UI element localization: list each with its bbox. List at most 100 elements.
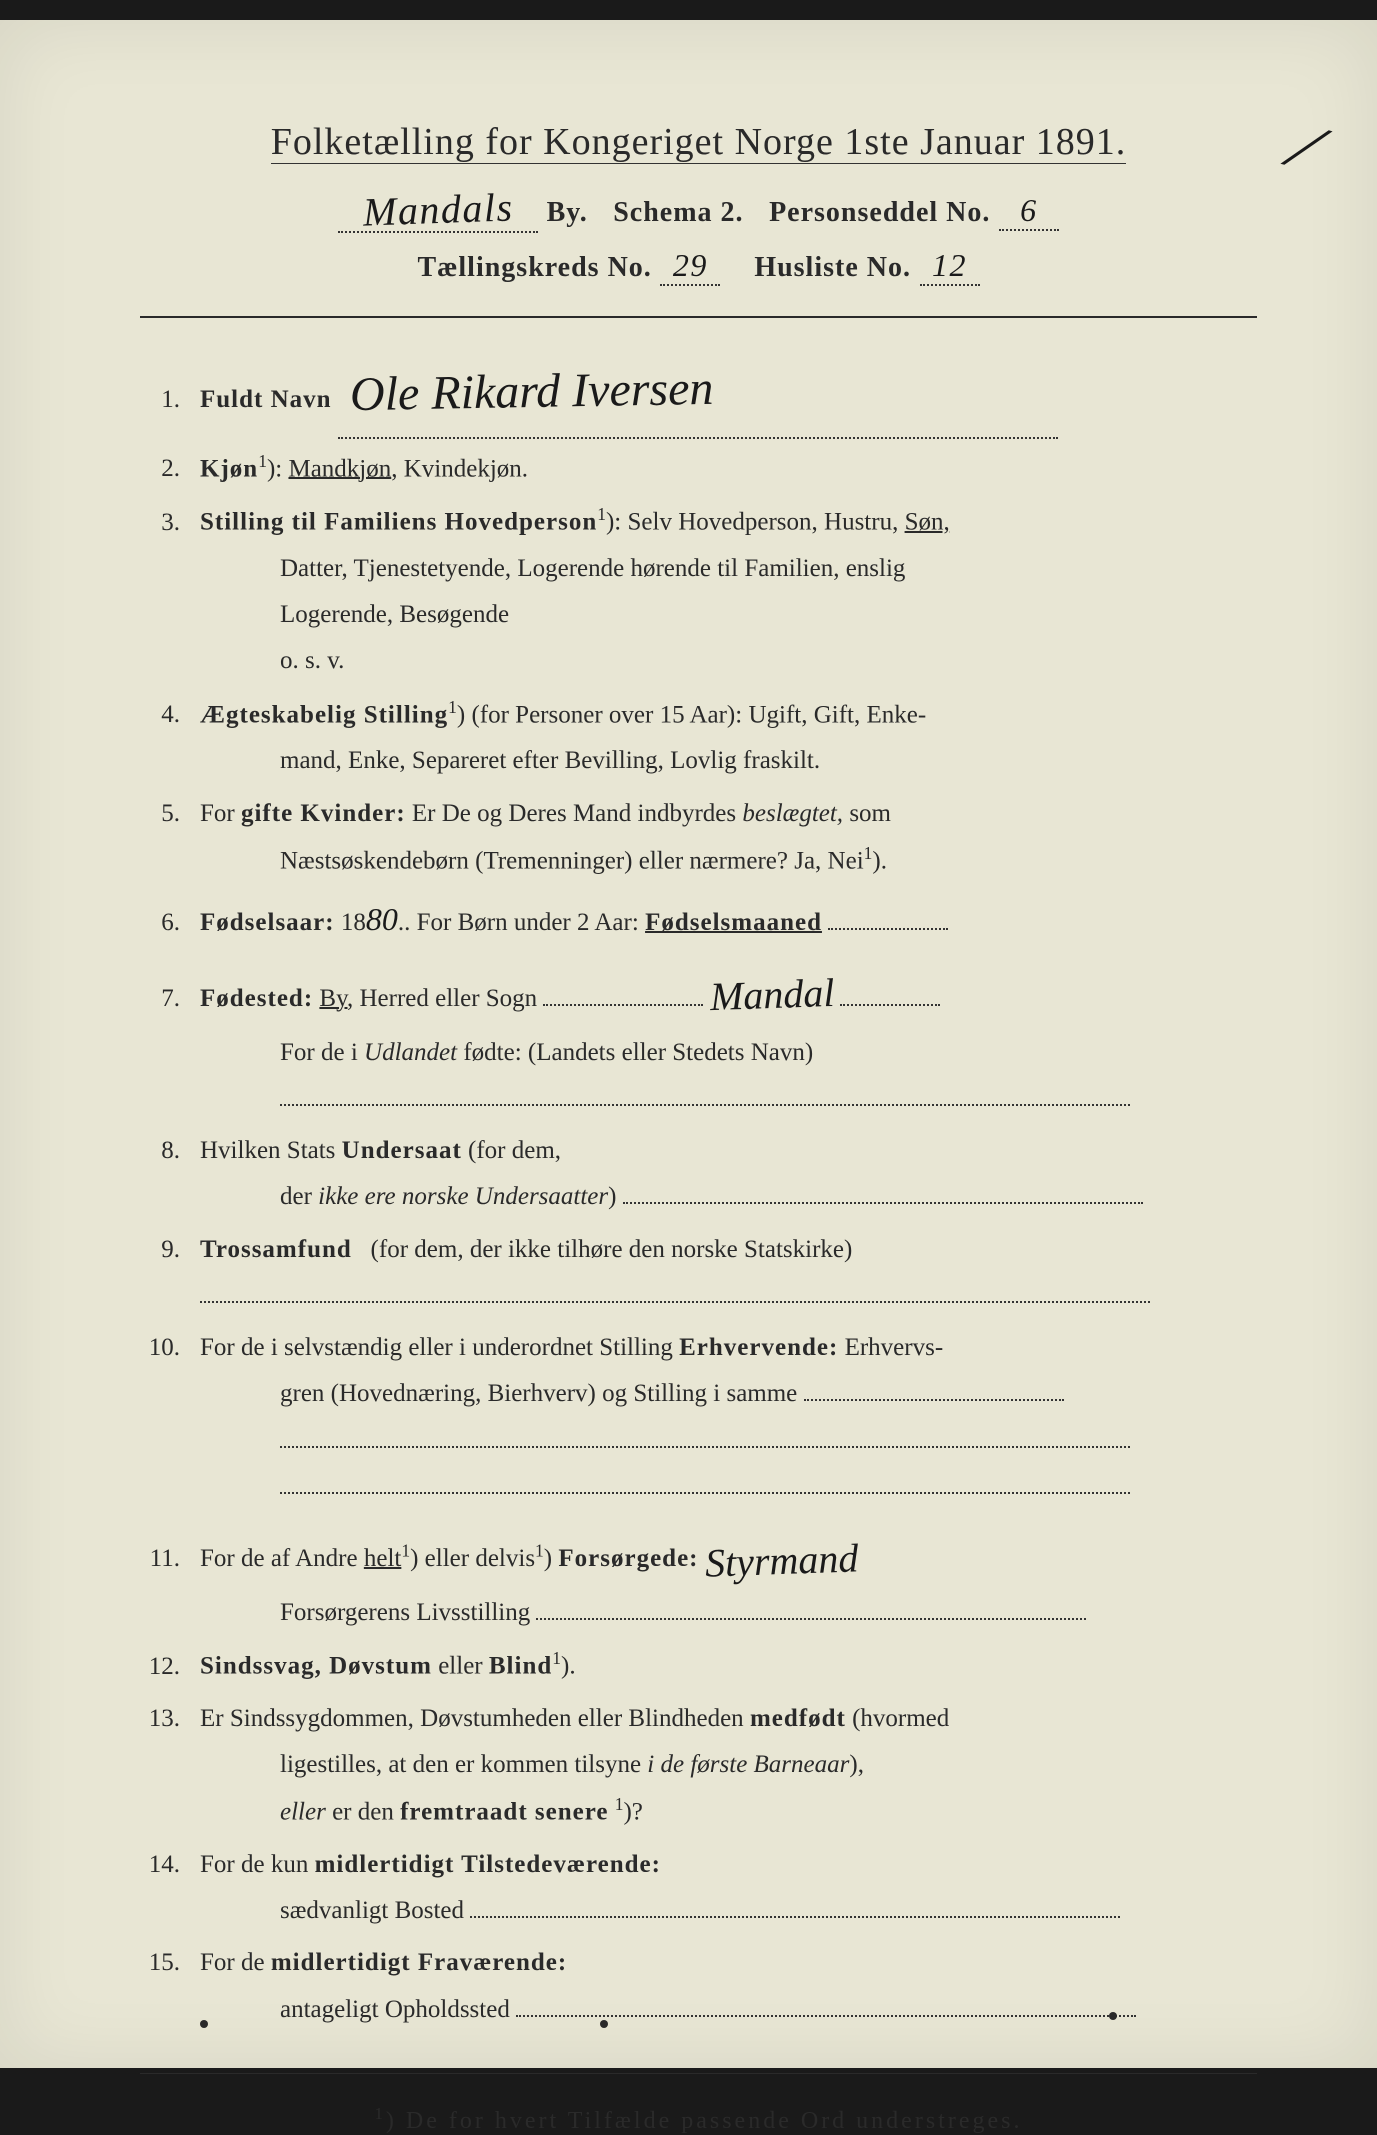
q7-label: Fødested: [200, 985, 313, 1012]
num-10: 10. [140, 1325, 200, 1371]
q14-t1: For de kun [200, 1851, 308, 1878]
q14-line [470, 1916, 1120, 1918]
num-5: 5. [140, 791, 200, 837]
q11-t3: ) [544, 1545, 552, 1572]
q2-label: Kjøn [200, 455, 258, 482]
row-15: 15. For de midlertidigt Fraværende: anta… [140, 1940, 1257, 2033]
q7-t1: Herred eller Sogn [359, 985, 537, 1012]
q4-t1: ) (for Personer over 15 Aar): Ugift, Gif… [457, 701, 926, 728]
num-13: 13. [140, 1696, 200, 1742]
taellingskreds-field: 29 [660, 247, 720, 286]
husliste-field: 12 [920, 247, 980, 286]
q10-t1: For de i selvstændig eller i underordnet… [200, 1334, 673, 1361]
q13-t4: ), [849, 1751, 864, 1778]
q12-label: Sindssvag, Døvstum [200, 1653, 432, 1680]
row-8: 8. Hvilken Stats Undersaat (for dem, der… [140, 1128, 1257, 1221]
q2-opt1: Mandkjøn [288, 455, 391, 482]
q8-t1: Hvilken Stats [200, 1137, 335, 1164]
husliste-label: Husliste No. [754, 252, 911, 283]
num-3: 3. [140, 500, 200, 546]
q13-label2: fremtraadt senere [400, 1799, 608, 1826]
q7-t2: For de i [280, 1039, 358, 1066]
q1-label: Fuldt Navn [200, 386, 332, 413]
q4-sup: 1 [448, 697, 457, 717]
q13-t5: er den [332, 1799, 394, 1826]
schema-label: Schema 2. [613, 197, 743, 228]
footnote: 1) De for hvert Tilfælde passende Ord un… [140, 2104, 1257, 2135]
pen-flourish: ⟋ [1277, 111, 1335, 189]
q2-sup: 1 [258, 451, 267, 471]
row-9: 9. Trossamfund (for dem, der ikke tilhør… [140, 1227, 1257, 1320]
q6-t1: .. For Børn under 2 Aar: [398, 909, 639, 936]
q11-t1: For de af Andre [200, 1545, 358, 1572]
main-title: Folketælling for Kongeriget Norge 1ste J… [140, 120, 1257, 164]
row-11: 11. For de af Andre helt1) eller delvis1… [140, 1516, 1257, 1636]
divider-bottom [140, 2073, 1257, 2074]
row-7: 7. Fødested: By, Herred eller Sogn Manda… [140, 956, 1257, 1123]
q12-t1: eller [438, 1653, 482, 1680]
q11-t4: Forsørgerens Livsstilling [280, 1599, 530, 1626]
q3-colon: ): [606, 509, 621, 536]
q7-t3: fødte: (Landets eller Stedets Navn) [463, 1039, 813, 1066]
census-form-page: ⟋ Folketælling for Kongeriget Norge 1ste… [0, 20, 1377, 2068]
q7-i1: Udlandet [364, 1039, 457, 1066]
city-field: Mandals [338, 184, 538, 233]
q10-t3: gren (Hovednæring, Bierhverv) og Stillin… [280, 1380, 797, 1407]
q12-label2: Blind [489, 1653, 552, 1680]
q13-t1: Er Sindssygdommen, Døvstumheden eller Bl… [200, 1705, 744, 1732]
q5-t1: For [200, 800, 235, 827]
q7-by: By, [319, 985, 353, 1012]
footnote-sup: 1 [375, 2104, 386, 2123]
q3-label: Stilling til Familiens Hovedperson [200, 509, 597, 536]
q5-t3: som [849, 800, 891, 827]
personseddel-value: 6 [1020, 192, 1038, 228]
q7-dots [543, 1004, 703, 1006]
num-7: 7. [140, 976, 200, 1022]
title-text: Folketælling for Kongeriget Norge 1ste J… [271, 121, 1127, 164]
q4-t2: mand, Enke, Separeret efter Bevilling, L… [200, 738, 1257, 784]
row-3: 3. Stilling til Familiens Hovedperson1):… [140, 498, 1257, 684]
q3-son: Søn, [905, 509, 950, 536]
q11-line [536, 1618, 1086, 1620]
q6-prefix: 18 [341, 909, 366, 936]
personseddel-label: Personseddel No. [769, 197, 990, 228]
row-14: 14. For de kun midlertidigt Tilstedevære… [140, 1842, 1257, 1935]
q15-t2: antageligt Opholdssted [280, 1996, 510, 2023]
q11-s1: 1 [401, 1541, 410, 1561]
num-4: 4. [140, 692, 200, 738]
q10-line2 [280, 1446, 1130, 1448]
q8-i1: ikke ere norske Undersaatter [318, 1183, 608, 1210]
subtitle-line-2: Tællingskreds No. 29 Husliste No. 12 [140, 247, 1257, 286]
q11-t2: ) eller delvis [410, 1545, 535, 1572]
q7-value: Mandal [708, 955, 835, 1033]
q2-opt2: Kvindekjøn. [404, 455, 528, 482]
q3-t4: o. s. v. [200, 638, 1257, 684]
form-body: 1. Fuldt Navn Ole Rikard Iversen 2. Kjøn… [140, 348, 1257, 2033]
taellingskreds-value: 29 [673, 247, 708, 283]
q3-t1: Selv Hovedperson, Hustru, [628, 509, 899, 536]
num-12: 12. [140, 1644, 200, 1690]
q10-line3 [280, 1492, 1130, 1494]
q13-end: )? [623, 1799, 642, 1826]
q8-t2: (for dem, [468, 1137, 561, 1164]
num-15: 15. [140, 1940, 200, 1986]
q4-label: Ægteskabelig Stilling [200, 701, 448, 728]
num-8: 8. [140, 1128, 200, 1174]
q3-t3: Logerende, Besøgende [200, 592, 1257, 638]
ink-spot [600, 2020, 608, 2028]
q3-t2: Datter, Tjenestetyende, Logerende hørend… [200, 546, 1257, 592]
q13-i2: eller [280, 1799, 326, 1826]
num-9: 9. [140, 1227, 200, 1273]
q13-label: medfødt [750, 1705, 846, 1732]
ink-spot [200, 2020, 208, 2028]
q8-t3: der [280, 1183, 312, 1210]
row-4: 4. Ægteskabelig Stilling1) (for Personer… [140, 691, 1257, 785]
num-1: 1. [140, 377, 200, 423]
q13-i1: i de første Barneaar [647, 1751, 849, 1778]
q5-label: gifte Kvinder: [241, 800, 406, 827]
q5-t4: Næstsøskendebørn (Tremenninger) eller næ… [280, 847, 864, 874]
row-6: 6. Fødselsaar: 1880.. For Børn under 2 A… [140, 890, 1257, 949]
by-label: By. [547, 197, 588, 228]
q10-t2: Erhvervs- [845, 1334, 944, 1361]
q5-end: ). [872, 847, 887, 874]
